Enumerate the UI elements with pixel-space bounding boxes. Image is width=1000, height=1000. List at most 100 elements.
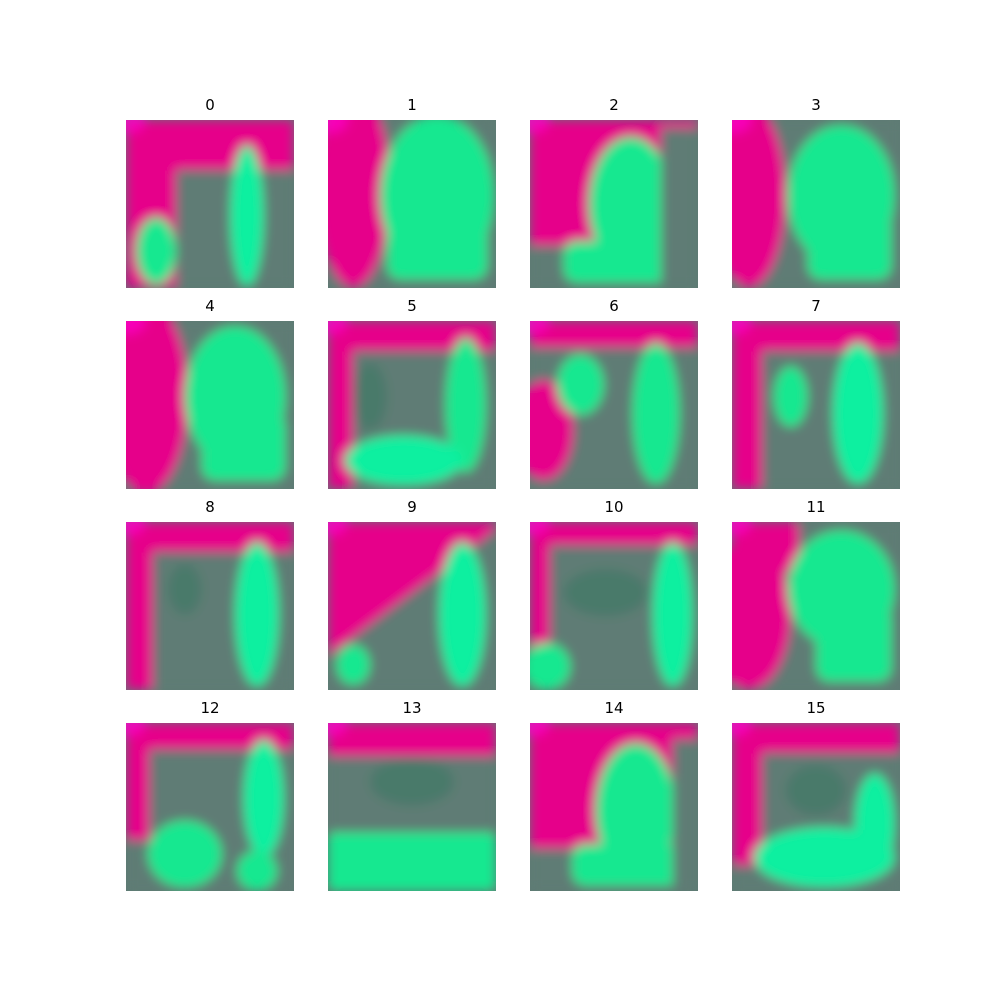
image-region bbox=[530, 321, 551, 335]
image-tile: 9 bbox=[328, 500, 496, 690]
image-region bbox=[344, 435, 463, 486]
image-region bbox=[438, 542, 486, 687]
image-tile: 15 bbox=[732, 701, 900, 891]
image-region bbox=[732, 120, 753, 134]
image-region bbox=[243, 739, 284, 858]
tile-title: 8 bbox=[205, 498, 215, 516]
tile-title: 0 bbox=[205, 96, 215, 114]
image-tile: 12 bbox=[126, 701, 294, 891]
image-region bbox=[168, 564, 202, 615]
image-region bbox=[632, 342, 680, 484]
image-region bbox=[530, 642, 571, 690]
image-tile: 8 bbox=[126, 500, 294, 690]
image-region bbox=[328, 120, 391, 288]
image-region bbox=[328, 522, 349, 536]
image-region bbox=[652, 542, 693, 687]
tile-image bbox=[530, 723, 698, 891]
tile-image bbox=[732, 723, 900, 891]
tile-image bbox=[530, 321, 698, 489]
image-tile: 10 bbox=[530, 500, 698, 690]
image-tile: 13 bbox=[328, 701, 496, 891]
tile-title: 13 bbox=[402, 699, 422, 717]
image-tile: 7 bbox=[732, 299, 900, 489]
image-region bbox=[201, 413, 286, 481]
tile-image bbox=[530, 120, 698, 288]
image-region bbox=[126, 321, 189, 489]
image-region bbox=[235, 542, 279, 687]
image-region bbox=[732, 723, 753, 737]
tile-title: 11 bbox=[806, 498, 826, 516]
image-region bbox=[816, 606, 892, 682]
tile-image bbox=[126, 321, 294, 489]
tile-title: 2 bbox=[609, 96, 619, 114]
tile-title: 10 bbox=[604, 498, 624, 516]
image-region bbox=[445, 337, 486, 473]
image-region bbox=[328, 832, 496, 891]
image-region bbox=[530, 522, 551, 536]
image-tile: 3 bbox=[732, 98, 900, 288]
tile-image bbox=[328, 120, 496, 288]
image-region bbox=[136, 217, 177, 285]
tile-image bbox=[126, 522, 294, 690]
tile-title: 3 bbox=[811, 96, 821, 114]
image-tile: 14 bbox=[530, 701, 698, 891]
image-tile: 0 bbox=[126, 98, 294, 288]
image-region bbox=[563, 569, 648, 617]
image-region bbox=[732, 522, 753, 536]
image-region bbox=[732, 120, 786, 288]
image-region bbox=[732, 723, 763, 866]
image-region bbox=[732, 538, 791, 690]
image-region bbox=[126, 522, 153, 690]
tile-title: 4 bbox=[205, 297, 215, 315]
image-region bbox=[328, 723, 349, 737]
tile-image bbox=[328, 321, 496, 489]
image-region bbox=[530, 379, 574, 481]
image-region bbox=[386, 220, 488, 280]
tile-title: 5 bbox=[407, 297, 417, 315]
image-region bbox=[328, 723, 496, 757]
image-region bbox=[230, 145, 264, 287]
tile-image bbox=[732, 321, 900, 489]
image-region bbox=[328, 321, 349, 335]
image-region bbox=[353, 363, 387, 431]
tile-title: 12 bbox=[200, 699, 220, 717]
image-region bbox=[661, 128, 698, 288]
image-region bbox=[563, 240, 690, 283]
image-region bbox=[832, 342, 884, 484]
image-region bbox=[147, 820, 222, 888]
image-tile: 2 bbox=[530, 98, 698, 288]
image-tile: 11 bbox=[732, 500, 900, 690]
image-region bbox=[126, 723, 147, 737]
tile-image bbox=[328, 522, 496, 690]
image-region bbox=[572, 843, 693, 886]
tile-image bbox=[126, 120, 294, 288]
image-region bbox=[588, 136, 673, 272]
image-region bbox=[530, 522, 698, 546]
image-tile: 6 bbox=[530, 299, 698, 489]
image-tile: 1 bbox=[328, 98, 496, 288]
tile-title: 6 bbox=[609, 297, 619, 315]
tile-title: 15 bbox=[806, 699, 826, 717]
image-region bbox=[126, 522, 294, 553]
tile-image bbox=[530, 522, 698, 690]
image-region bbox=[236, 850, 278, 891]
image-region bbox=[530, 120, 551, 134]
tile-title: 7 bbox=[811, 297, 821, 315]
image-region bbox=[556, 354, 604, 416]
tile-title: 14 bbox=[604, 699, 624, 717]
tile-title: 1 bbox=[407, 96, 417, 114]
image-region bbox=[530, 522, 551, 648]
image-region bbox=[370, 758, 454, 806]
image-region bbox=[785, 765, 847, 816]
image-region bbox=[595, 743, 677, 878]
tile-image bbox=[732, 120, 900, 288]
image-region bbox=[530, 321, 698, 348]
image-region bbox=[774, 366, 808, 427]
image-region bbox=[328, 120, 349, 134]
image-tile: 4 bbox=[126, 299, 294, 489]
tile-image bbox=[126, 723, 294, 891]
image-region bbox=[672, 739, 698, 891]
image-region bbox=[126, 321, 147, 335]
tile-title: 9 bbox=[407, 498, 417, 516]
image-region bbox=[126, 522, 147, 536]
